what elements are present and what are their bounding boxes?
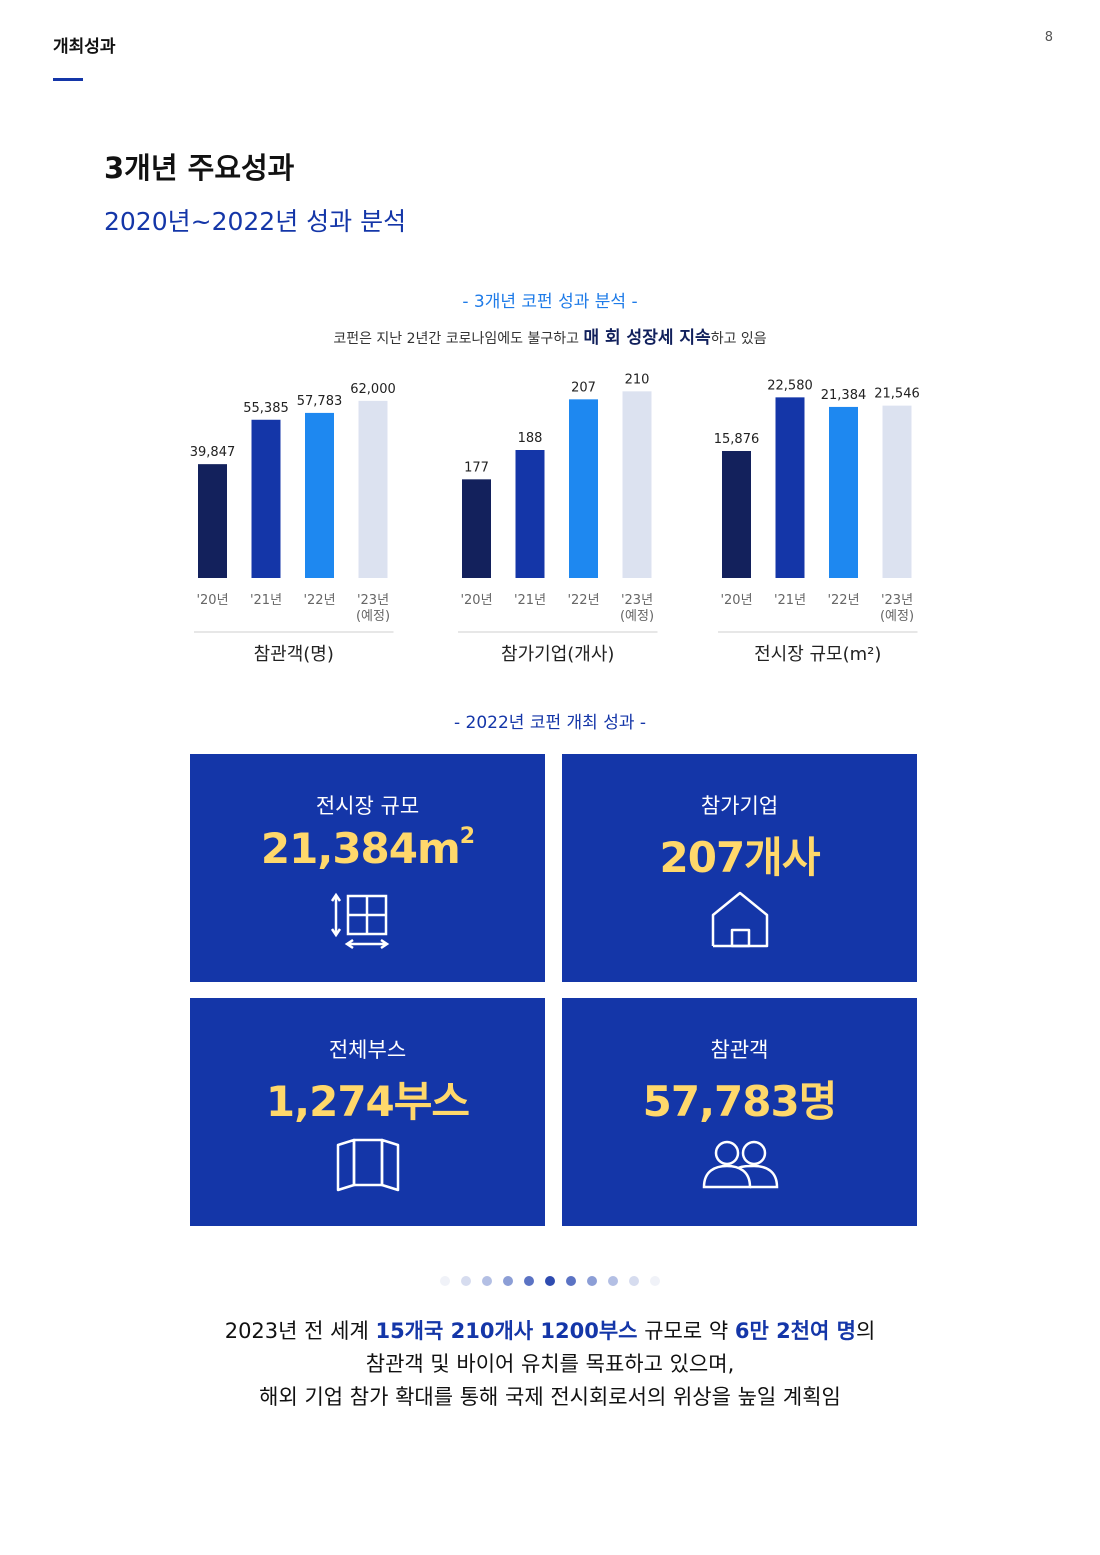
chart-title: 참관객(명) xyxy=(254,644,334,665)
desc-emphasis: 매 회 성장세 지속 xyxy=(583,328,711,348)
tile-value: 1,274부스 xyxy=(265,1077,470,1126)
x-tick-label: '20년 xyxy=(460,593,492,608)
tile-value-superscript: 2 xyxy=(459,824,475,849)
data-label: 210 xyxy=(625,372,650,387)
summary-line-3: 해외 기업 참가 확대를 통해 국제 전시회로서의 위상을 높일 계획임 xyxy=(259,1385,841,1409)
data-label: 55,385 xyxy=(243,401,289,416)
chart-title: 전시장 규모(m²) xyxy=(754,644,881,665)
bar xyxy=(622,391,652,578)
bar xyxy=(515,450,545,578)
bar xyxy=(569,399,598,578)
tile-value-text: 21,384m xyxy=(260,824,461,873)
data-label: 21,384 xyxy=(821,388,867,403)
x-tick-note: (예정) xyxy=(356,609,390,624)
section-underline xyxy=(53,78,83,81)
page-subtitle: 2020년~2022년 성과 분석 xyxy=(104,207,407,236)
summary-text-a: 2023년 전 세계 xyxy=(224,1319,376,1343)
booth-icon xyxy=(336,1138,399,1192)
x-tick-label: '23년 xyxy=(621,593,653,608)
data-label: 21,546 xyxy=(874,387,920,402)
desc-text-pre: 코펀은 지난 2년간 코로나임에도 불구하고 xyxy=(333,331,584,347)
house-icon xyxy=(711,891,768,948)
section-label: 개최성과 xyxy=(53,37,116,57)
x-tick-label: '23년 xyxy=(357,593,389,608)
data-label: 15,876 xyxy=(714,432,760,447)
x-tick-label: '22년 xyxy=(567,593,599,608)
x-tick-label: '22년 xyxy=(827,593,859,608)
data-label: 207 xyxy=(571,380,596,395)
tile-exhibitors: 참가기업 207개사 xyxy=(562,754,917,982)
x-tick-label: '20년 xyxy=(196,593,228,608)
summary-highlight-scale: 15개국 210개사 1200부스 xyxy=(375,1319,638,1343)
x-tick-label: '22년 xyxy=(303,593,335,608)
tile-label: 참관객 xyxy=(710,1038,769,1062)
x-tick-note: (예정) xyxy=(620,609,654,624)
data-label: 57,783 xyxy=(297,394,343,409)
tile-label: 전체부스 xyxy=(328,1038,407,1062)
bar xyxy=(829,406,858,578)
bar xyxy=(882,405,912,578)
tile-visitors: 참관객 57,783명 xyxy=(562,998,917,1226)
desc-text-post: 하고 있음 xyxy=(710,331,767,347)
bar xyxy=(722,450,751,578)
bar xyxy=(198,464,227,578)
data-label: 188 xyxy=(518,431,543,446)
people-icon xyxy=(702,1140,778,1189)
summary-text-c: 규모로 약 xyxy=(637,1319,735,1343)
bar xyxy=(251,419,281,578)
tile-value: 57,783명 xyxy=(642,1077,838,1126)
summary-highlight-visitors: 6만 2천여 명 xyxy=(734,1319,856,1343)
analysis-caption: - 3개년 코펀 성과 분석 - xyxy=(462,292,638,312)
x-tick-label: '21년 xyxy=(774,593,806,608)
tile-label: 전시장 규모 xyxy=(315,794,420,818)
page-title: 3개년 주요성과 xyxy=(104,151,295,185)
summary-text: 2023년 전 세계 15개국 210개사 1200부스 규모로 약 6만 2천… xyxy=(0,1315,1100,1414)
data-label: 62,000 xyxy=(350,382,396,397)
floor-plan-icon xyxy=(330,892,389,950)
bar xyxy=(358,400,388,578)
tile-value: 207개사 xyxy=(659,833,821,882)
tile-value: 21,384m2 xyxy=(190,824,545,873)
tile-label: 참가기업 xyxy=(700,794,779,818)
x-tick-label: '21년 xyxy=(250,593,282,608)
summary-line-2: 참관객 및 바이어 유치를 목표하고 있으며, xyxy=(365,1352,735,1376)
tile-booths: 전체부스 1,274부스 xyxy=(190,998,545,1226)
analysis-description: 코펀은 지난 2년간 코로나임에도 불구하고 매 회 성장세 지속하고 있음 xyxy=(0,323,1100,348)
summary-text-e: 의 xyxy=(855,1319,876,1343)
divider-dots xyxy=(440,1276,660,1286)
data-label: 39,847 xyxy=(190,445,236,460)
data-label: 22,580 xyxy=(767,378,813,393)
bar xyxy=(775,397,805,578)
bar xyxy=(462,479,491,578)
x-tick-label: '20년 xyxy=(720,593,752,608)
x-tick-note: (예정) xyxy=(880,609,914,624)
bar-charts: 39,847 '20년 55,385 '21년 57,783 '22년 62,000 '23년… xyxy=(190,372,920,665)
bar xyxy=(305,412,334,578)
chart-title: 참가기업(개사) xyxy=(501,644,614,665)
tile-exhibition-area: 전시장 규모 21,384m2 xyxy=(190,754,545,982)
results-caption: - 2022년 코펀 개최 성과 - xyxy=(453,713,647,733)
summary-line-1: 2023년 전 세계 15개국 210개사 1200부스 규모로 약 6만 2천… xyxy=(0,1315,1100,1348)
x-tick-label: '21년 xyxy=(514,593,546,608)
page-number: 8 xyxy=(1044,30,1053,45)
x-tick-label: '23년 xyxy=(881,593,913,608)
data-label: 177 xyxy=(464,460,489,475)
